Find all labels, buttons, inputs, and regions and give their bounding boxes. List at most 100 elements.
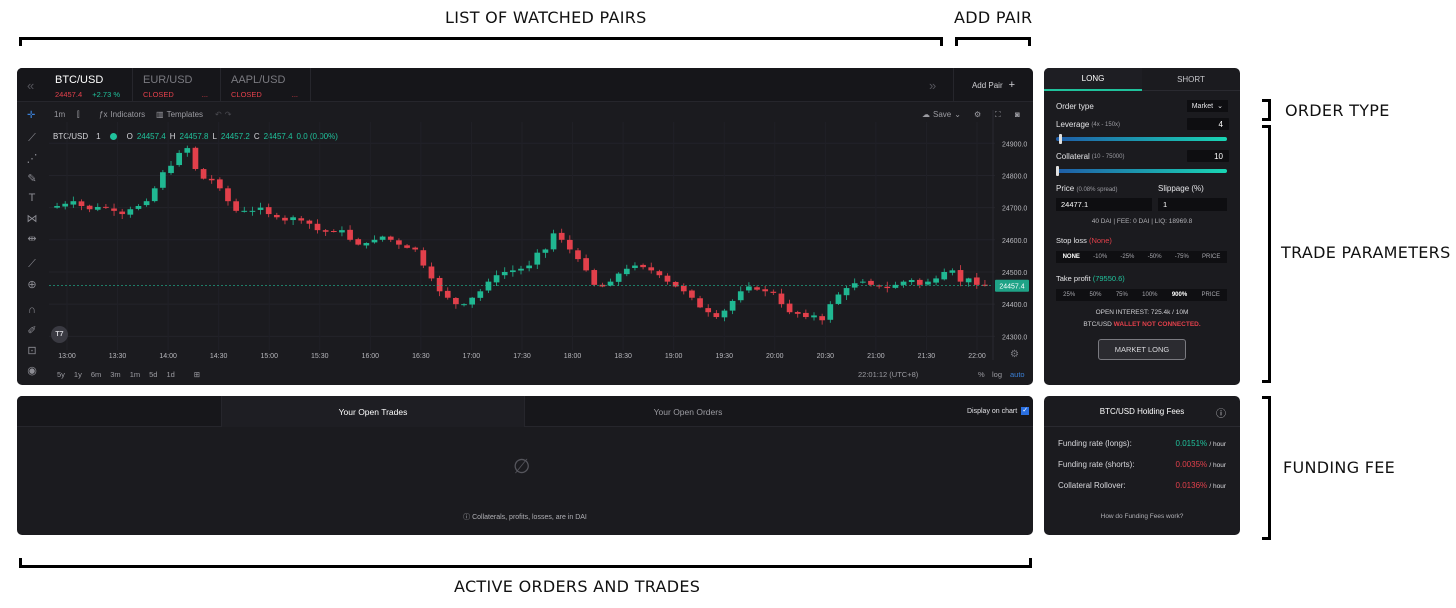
interval-selector[interactable]: 1m (54, 110, 65, 119)
candle-body (786, 303, 793, 313)
trend-line-icon[interactable]: ⟋ (28, 132, 36, 144)
order-type-select[interactable]: Market ⌄ (1186, 100, 1228, 112)
display-on-chart[interactable]: Display on chart ✓ (967, 407, 1030, 415)
candle-body (469, 297, 476, 305)
market-long-button[interactable]: MARKET LONG (1098, 339, 1186, 360)
collateral-input[interactable]: 10 (1187, 150, 1229, 162)
funding-row-label: Funding rate (longs): (1058, 439, 1132, 448)
candle-style-button[interactable]: ⫿ (77, 110, 80, 120)
templates-button[interactable]: ▥ Templates (156, 110, 203, 119)
slippage-input[interactable]: 1 (1158, 198, 1227, 211)
range-1d[interactable]: 1d (166, 370, 175, 379)
save-button[interactable]: ☁ Save ⌄ (922, 110, 961, 119)
collateral-slider-knob[interactable] (1056, 166, 1059, 176)
sl-option[interactable]: -25% (1120, 254, 1135, 260)
log-toggle[interactable]: log (992, 370, 1003, 379)
tab-open-trades[interactable]: Your Open Trades (221, 396, 525, 427)
text-icon[interactable]: T (28, 192, 36, 204)
lock-icon[interactable]: ⊡ (27, 345, 37, 357)
tp-option[interactable]: 75% (1115, 292, 1128, 298)
funding-help-link[interactable]: How do Funding Fees work? (1100, 513, 1184, 520)
scroll-left-icon[interactable]: « (27, 78, 35, 93)
candle-body (949, 270, 956, 273)
range-3m[interactable]: 3m (110, 370, 121, 379)
price-input[interactable]: 24477.1 (1056, 198, 1152, 211)
pair-tab-btc-usd[interactable]: BTC/USD 24457.4 +2.73 % (45, 68, 133, 102)
brush-icon[interactable]: ✎ (27, 173, 37, 185)
leverage-input[interactable]: 4 (1187, 118, 1229, 130)
tab-open-orders[interactable]: Your Open Orders (653, 406, 723, 417)
ruler-icon[interactable]: ⟋ (28, 258, 36, 270)
collateral-slider[interactable] (1056, 166, 1227, 176)
scroll-right-icon[interactable]: » (929, 78, 937, 93)
candle-body (770, 291, 777, 293)
sl-option[interactable]: -75% (1174, 254, 1189, 260)
bracket-watched-pairs (19, 37, 943, 46)
gear-icon: ⚙ (974, 110, 982, 119)
auto-toggle[interactable]: auto (1010, 370, 1025, 379)
x-tick-label: 18:00 (564, 353, 582, 360)
tab-short[interactable]: SHORT (1142, 68, 1240, 91)
tp-option[interactable]: 900% (1171, 292, 1188, 298)
candle-body (135, 206, 142, 209)
candle-body (729, 300, 736, 311)
leverage-range: (4x - 150x) (1091, 121, 1121, 128)
pair-tab-aapl-usd[interactable]: AAPL/USD CLOSED... (221, 68, 311, 102)
pair-change: +2.73 % (92, 90, 120, 99)
sl-option[interactable]: -50% (1147, 254, 1162, 260)
tp-option[interactable]: 100% (1142, 292, 1158, 298)
candle-body (566, 239, 573, 250)
info-icon[interactable]: ⓘ (1216, 409, 1226, 420)
candle-body (933, 278, 939, 283)
screenshot-button[interactable]: ◙ (1015, 110, 1020, 119)
leverage-slider[interactable] (1056, 134, 1227, 144)
pattern-icon[interactable]: ⋈ (26, 213, 38, 225)
checkbox-checked-icon[interactable]: ✓ (1021, 407, 1030, 415)
percent-toggle[interactable]: % (978, 370, 985, 379)
x-tick-label: 21:00 (867, 353, 885, 360)
range-5d[interactable]: 5d (149, 370, 158, 379)
slippage-label: Slippage (%) (1158, 184, 1204, 193)
fib-icon[interactable]: ⋰ (26, 153, 38, 165)
tp-option[interactable]: PRICE (1201, 292, 1220, 298)
x-tick-label: 20:00 (766, 353, 784, 360)
range-1y[interactable]: 1y (73, 370, 82, 379)
candle-body (273, 214, 280, 218)
templates-icon: ▥ (156, 110, 164, 119)
magnet-icon[interactable]: ∩ (28, 304, 36, 316)
sl-option[interactable]: -10% (1093, 254, 1108, 260)
open-interest: OPEN INTEREST: 725.4k / 10M (1095, 309, 1189, 316)
candle-body (941, 271, 948, 280)
tp-option[interactable]: 50% (1089, 292, 1102, 298)
sl-option[interactable]: PRICE (1202, 254, 1221, 260)
lock-drawing-icon[interactable]: ✐ (27, 325, 37, 337)
candle-body (339, 230, 345, 233)
indicators-button[interactable]: ƒx Indicators (99, 110, 145, 119)
empty-state-icon: ∅ (513, 456, 531, 478)
candle-body (900, 281, 907, 285)
tab-long[interactable]: LONG (1044, 68, 1142, 91)
add-pair-button[interactable]: Add Pair + (953, 68, 1033, 102)
sl-option[interactable]: NONE (1062, 254, 1080, 260)
pair-tab-eur-usd[interactable]: EUR/USD CLOSED... (133, 68, 221, 102)
camera-icon: ◙ (1015, 110, 1020, 119)
zoom-icon[interactable]: ⊕ (27, 279, 37, 291)
fullscreen-icon: ⛶ (995, 110, 1001, 119)
undo-redo[interactable]: ↶ ↷ (215, 110, 231, 119)
pair-price: 24457.4 (55, 90, 83, 99)
crosshair-icon[interactable]: ✛ (27, 110, 36, 121)
range-5y[interactable]: 5y (57, 370, 65, 379)
prediction-icon[interactable]: ⇹ (27, 233, 37, 245)
cloud-icon: ☁ (922, 110, 930, 119)
range-1m[interactable]: 1m (129, 370, 141, 379)
candle-body (404, 245, 410, 248)
axis-settings-icon[interactable]: ⚙ (1010, 349, 1019, 360)
x-tick-label: 14:00 (159, 353, 177, 360)
settings-button[interactable]: ⚙ (974, 110, 981, 119)
eye-icon[interactable]: ◉ (27, 365, 37, 377)
range-6m[interactable]: 6m (90, 370, 102, 379)
goto-date-icon[interactable]: ⊞ (193, 370, 201, 379)
tp-option[interactable]: 25% (1063, 292, 1076, 298)
leverage-slider-knob[interactable] (1059, 134, 1063, 144)
fullscreen-button[interactable]: ⛶ (995, 110, 1001, 120)
